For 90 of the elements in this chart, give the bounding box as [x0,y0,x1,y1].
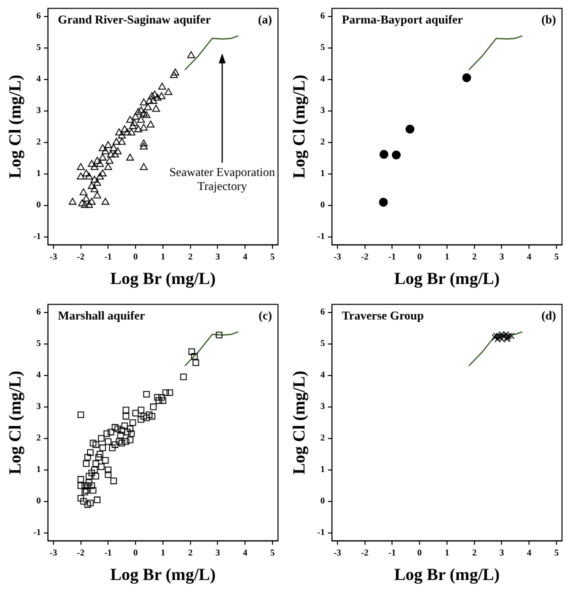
annotation: (c) [258,308,272,322]
x-tick-label: 5 [554,252,560,262]
y-axis-title: Log Cl (mg/L) [290,74,309,179]
annotation: (d) [541,308,556,322]
y-tick-label: 0 [320,496,326,506]
x-tick-label: 1 [444,548,450,558]
y-tick-label: 6 [36,10,42,21]
y-tick-label: 3 [36,105,42,116]
x-tick-label: 0 [133,252,138,262]
x-tick-label: 4 [526,252,532,262]
x-tick-label: 2 [188,548,194,558]
x-tick-label: 2 [472,548,478,558]
x-tick-label: 1 [160,548,166,558]
y-tick-label: 2 [320,136,326,147]
chart-title: Traverse Group [342,308,424,322]
x-tick-label: 2 [472,252,478,262]
y-tick-label: 1 [36,168,42,178]
x-tick-label: 3 [215,548,220,558]
x-tick-label: 4 [242,548,248,558]
y-tick-label: 6 [36,306,42,317]
x-tick-label: -3 [334,252,342,262]
x-tick-label: -2 [361,548,370,558]
x-tick-label: -2 [77,252,86,262]
y-tick-label: 2 [36,136,42,147]
x-tick-label: 5 [270,548,276,558]
y-axis-title: Log Cl (mg/L) [6,74,25,179]
annotation: (a) [258,12,272,26]
y-tick-label: 2 [320,432,326,443]
x-tick-label: 1 [160,252,166,262]
y-tick-label: 6 [320,306,326,317]
y-tick-label: 0 [36,496,42,506]
point [378,198,388,207]
point [462,73,472,82]
x-tick-label: 1 [444,252,450,262]
x-tick-label: 3 [499,252,504,262]
chart-title: Marshall aquifer [58,308,146,322]
x-tick-label: -1 [388,252,396,262]
x-axis-title: Log Br (mg/L) [394,269,500,288]
y-tick-label: 4 [36,370,42,380]
x-tick-label: 5 [554,548,560,558]
x-tick-label: -3 [334,548,342,558]
y-tick-label: 3 [36,401,42,412]
point [379,150,388,159]
x-tick-label: 0 [133,548,138,558]
chart-title: Parma-Bayport aquifer [342,12,464,26]
x-tick-label: 0 [417,252,422,262]
y-tick-label: -1 [33,527,42,538]
y-tick-label: 5 [36,42,42,52]
y-tick-label: 0 [320,200,326,210]
y-tick-label: 2 [36,432,42,443]
point [392,150,401,160]
y-tick-label: 5 [36,338,42,348]
x-tick-label: 4 [526,548,532,558]
y-tick-label: 1 [320,168,326,178]
x-tick-label: 5 [270,252,276,262]
x-tick-label: -1 [104,252,112,262]
y-tick-label: 4 [320,74,326,84]
y-tick-label: 1 [320,464,326,474]
annotation: Seawater Evaporation Trajectory [169,164,275,193]
point [406,124,414,134]
y-tick-label: 3 [320,105,326,116]
y-tick-label: 3 [320,401,326,412]
y-tick-label: 4 [320,370,326,380]
x-axis-title: Log Br (mg/L) [110,269,216,288]
y-tick-label: 4 [36,74,42,84]
y-tick-label: -1 [33,231,42,242]
x-tick-label: -2 [77,548,86,558]
y-axis-title: Log Cl (mg/L) [6,370,25,475]
x-axis-title: Log Br (mg/L) [394,565,500,584]
x-tick-label: -3 [50,548,58,558]
x-tick-label: 4 [242,252,248,262]
x-axis-title: Log Br (mg/L) [110,565,216,584]
y-tick-label: 1 [36,464,42,474]
y-tick-label: -1 [317,527,326,538]
x-tick-label: 3 [215,252,220,262]
y-axis-title: Log Cl (mg/L) [290,370,309,475]
x-tick-label: -3 [50,252,58,262]
y-tick-label: 5 [320,42,326,52]
x-tick-label: 2 [188,252,194,262]
x-tick-label: 3 [499,548,504,558]
y-tick-label: 5 [320,338,326,348]
x-tick-label: 0 [417,548,422,558]
chart-title: Grand River-Saginaw aquifer [58,12,212,26]
x-tick-label: -2 [361,252,370,262]
y-tick-label: -1 [317,231,326,242]
y-tick-label: 0 [36,200,42,210]
x-tick-label: -1 [104,548,112,558]
x-tick-label: -1 [388,548,396,558]
y-tick-label: 6 [320,10,326,21]
annotation: (b) [541,12,556,26]
